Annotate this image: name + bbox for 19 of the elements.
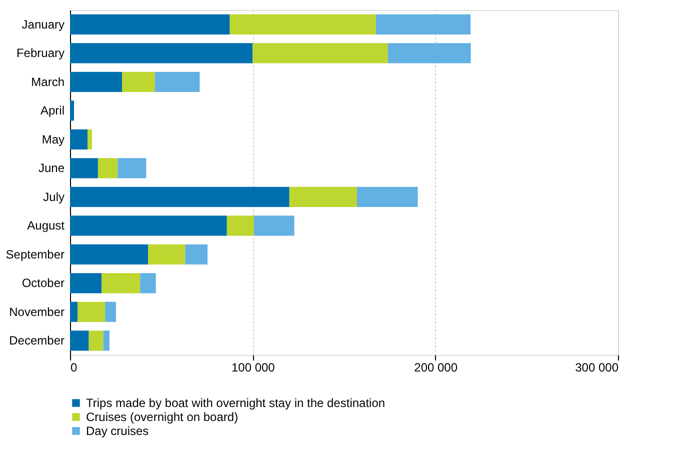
y-tick-label: July — [43, 190, 64, 204]
y-tick-label: February — [16, 46, 64, 60]
y-tick-label: April — [40, 104, 64, 118]
legend-label: Trips made by boat with overnight stay in the destination — [86, 396, 386, 410]
y-tick-label: March — [31, 74, 64, 89]
x-tick-label: 200 000 — [414, 360, 458, 374]
y-tick-label: June — [38, 161, 65, 176]
y-tick-label: November — [9, 304, 64, 319]
y-tick-label: December — [9, 334, 64, 348]
legend-label: Day cruises — [86, 424, 149, 438]
legend-label: Cruises (overnight on board) — [86, 410, 238, 424]
y-tick-label: August — [27, 218, 66, 233]
x-tick-label: 100 000 — [231, 360, 276, 374]
y-tick-label: May — [42, 132, 64, 146]
x-tick-label: 0 — [70, 360, 78, 374]
y-tick-label: September — [6, 247, 64, 262]
y-tick-label: January — [22, 17, 64, 32]
x-tick-label: 300 000 — [575, 360, 619, 374]
y-tick-label: October — [22, 276, 64, 290]
